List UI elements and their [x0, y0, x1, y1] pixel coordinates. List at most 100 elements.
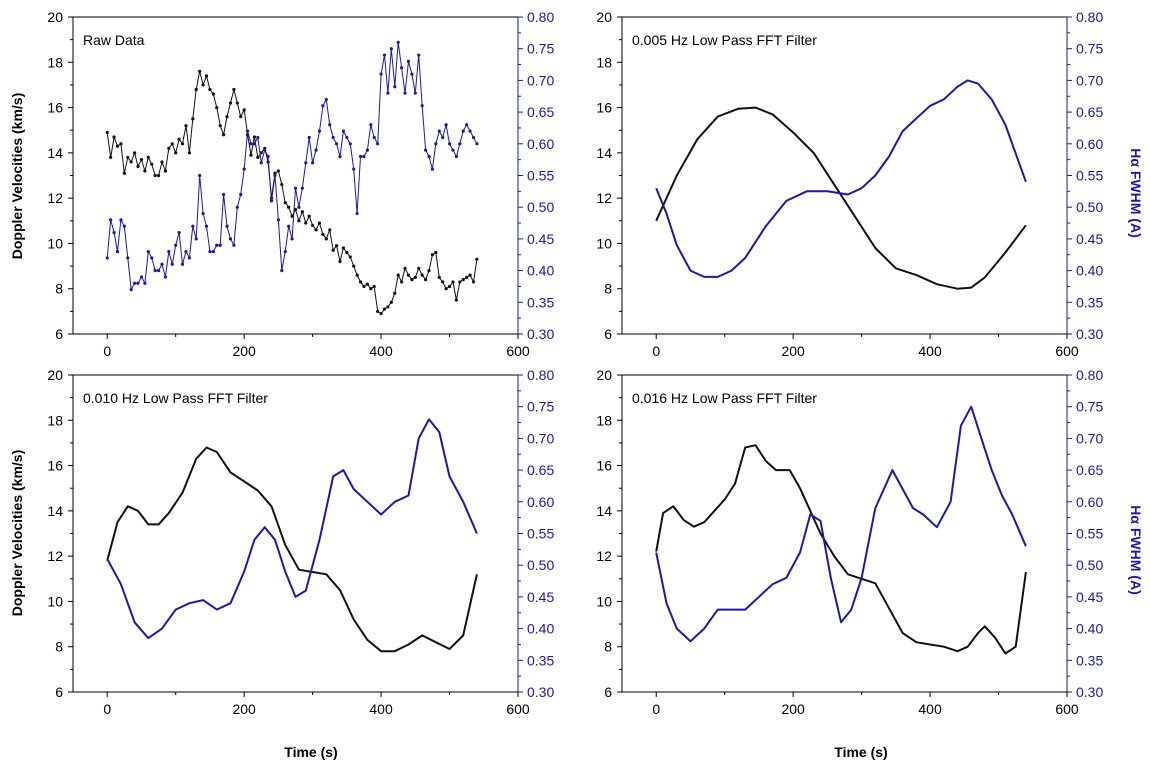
y-tick-label-left: 18 — [596, 54, 612, 70]
data-point-fwhm — [400, 66, 404, 70]
y-tick-label-left: 16 — [596, 458, 612, 474]
y-tick-label-left: 12 — [47, 190, 63, 206]
data-point-doppler — [150, 162, 154, 166]
data-point-doppler — [382, 307, 387, 311]
y-tick-label-right: 0.50 — [527, 199, 554, 215]
x-axis-title-right: Time (s) — [834, 744, 887, 760]
data-point-doppler — [191, 117, 195, 121]
y-axis-title-left-bottom: Doppler Velocities (km/s) — [9, 450, 25, 617]
data-point-doppler — [160, 160, 164, 164]
data-point-doppler — [410, 278, 414, 282]
data-point-fwhm — [458, 142, 462, 146]
data-point-fwhm — [475, 142, 479, 146]
data-point-doppler — [146, 155, 150, 159]
data-point-doppler — [194, 87, 198, 92]
x-tick-label: 400 — [369, 343, 393, 359]
y-tick-label-left: 8 — [55, 281, 63, 297]
data-point-doppler — [174, 151, 178, 155]
data-point-doppler — [290, 214, 294, 218]
x-tick-label: 400 — [918, 343, 942, 359]
data-point-doppler — [133, 151, 137, 155]
data-point-doppler — [328, 228, 332, 232]
data-point-fwhm — [133, 281, 137, 285]
data-point-doppler — [413, 275, 417, 279]
data-point-fwhm — [201, 211, 205, 216]
y-tick-label-right: 0.50 — [1076, 557, 1103, 573]
data-point-doppler — [153, 173, 157, 178]
data-point-doppler — [352, 264, 356, 268]
data-point-fwhm — [372, 135, 376, 140]
x-axis-title-left: Time (s) — [284, 744, 337, 760]
data-point-fwhm — [293, 186, 298, 190]
data-point-fwhm — [379, 72, 383, 76]
data-point-fwhm — [461, 129, 465, 133]
panel-0010-hz-filter: 6 8 10 12 14 16 18 20 0.30 0.35 0.40 0.45 0.50 0.55 0.… — [47, 367, 554, 717]
y-tick-label-right: 0.75 — [1076, 399, 1103, 415]
data-point-fwhm — [129, 288, 133, 292]
data-point-fwhm — [180, 262, 185, 266]
data-point-fwhm — [304, 161, 308, 165]
data-point-doppler — [314, 228, 318, 232]
data-point-doppler — [222, 133, 226, 137]
y-tick-label-left: 20 — [596, 9, 612, 25]
data-point-fwhm — [423, 148, 428, 152]
y-tick-label-left: 6 — [55, 684, 63, 700]
data-point-fwhm — [331, 135, 335, 140]
data-point-fwhm — [451, 148, 455, 152]
data-point-fwhm — [160, 262, 164, 266]
y-tick-label-left: 8 — [55, 639, 63, 655]
data-point-fwhm — [413, 91, 417, 95]
data-point-doppler — [348, 255, 352, 259]
panel-0005-hz-filter: 6 8 10 12 14 16 18 20 0.30 0.35 0.40 0.45 0.50 0.55 0.… — [596, 9, 1103, 359]
data-point-fwhm — [430, 167, 435, 171]
data-point-doppler — [122, 171, 126, 175]
data-point-doppler — [228, 101, 233, 105]
data-point-doppler — [423, 278, 428, 282]
x-tick-label: 0 — [103, 701, 111, 717]
x-tick-label: 200 — [232, 343, 256, 359]
data-point-fwhm — [280, 269, 284, 273]
y-tick-label-right: 0.60 — [1076, 494, 1103, 510]
data-point-doppler — [204, 74, 209, 78]
data-point-fwhm — [204, 224, 209, 228]
data-point-doppler — [396, 273, 400, 277]
data-point-doppler — [468, 273, 472, 277]
y-tick-label-left: 16 — [47, 458, 63, 474]
data-point-fwhm — [355, 211, 359, 216]
data-point-doppler — [167, 146, 171, 150]
data-point-fwhm — [105, 256, 109, 260]
data-point-fwhm — [177, 230, 181, 235]
data-point-fwhm — [324, 97, 328, 102]
data-point-fwhm — [441, 135, 445, 140]
y-tick-label-left: 20 — [47, 367, 63, 383]
data-point-doppler — [198, 69, 202, 73]
data-point-fwhm — [365, 148, 369, 152]
data-point-fwhm — [276, 218, 280, 222]
y-tick-label-right: 0.45 — [1076, 589, 1103, 605]
data-point-fwhm — [417, 53, 421, 57]
data-point-fwhm — [167, 249, 171, 254]
data-point-fwhm — [369, 123, 373, 127]
y-tick-label-right: 0.40 — [1076, 621, 1103, 637]
y-tick-label-left: 20 — [47, 9, 63, 25]
y-tick-label-right: 0.70 — [527, 72, 554, 88]
y-tick-label-right: 0.65 — [527, 462, 554, 478]
y-tick-label-right: 0.40 — [527, 263, 554, 279]
data-point-fwhm — [358, 154, 363, 159]
data-point-fwhm — [194, 237, 198, 241]
data-point-doppler — [287, 205, 291, 209]
y-tick-label-left: 14 — [596, 145, 612, 161]
data-point-fwhm — [256, 135, 260, 140]
data-point-doppler — [280, 182, 284, 187]
data-point-doppler — [406, 273, 411, 277]
data-point-fwhm — [311, 161, 315, 165]
data-point-fwhm — [328, 123, 332, 127]
data-point-doppler — [321, 232, 325, 236]
data-point-doppler — [386, 305, 390, 309]
data-point-doppler — [454, 298, 458, 302]
x-tick-label: 200 — [232, 701, 256, 717]
data-point-fwhm — [139, 275, 144, 279]
data-point-fwhm — [420, 104, 424, 108]
data-point-doppler — [403, 266, 407, 270]
series-line-fwhm — [655, 405, 1027, 643]
